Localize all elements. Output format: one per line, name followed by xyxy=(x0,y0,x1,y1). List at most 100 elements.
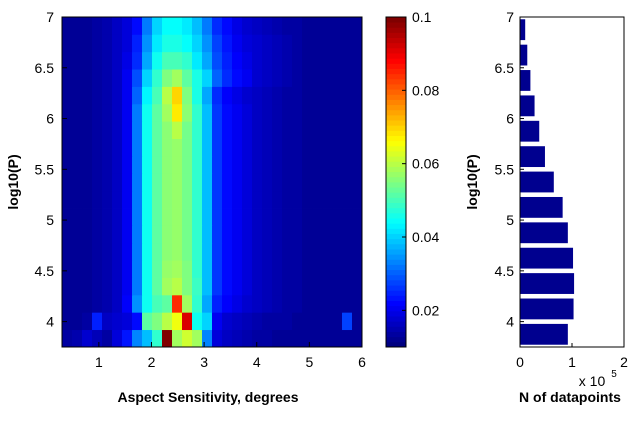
heatmap-cell xyxy=(282,138,293,157)
heatmap-cell xyxy=(192,260,203,278)
heatmap-cell xyxy=(262,190,273,209)
heatmap-cell xyxy=(222,103,233,122)
heatmap-cell xyxy=(102,260,113,278)
heatmap-cell xyxy=(62,208,73,226)
heatmap-cell xyxy=(212,86,223,105)
heatmap-cell xyxy=(72,277,83,296)
heatmap-cell xyxy=(92,69,103,87)
heatmap-cell xyxy=(92,173,103,192)
heatmap-cell xyxy=(312,173,323,192)
heatmap-cell xyxy=(332,138,343,157)
colorbar-step xyxy=(386,151,406,157)
heatmap-cell xyxy=(282,208,293,226)
heatmap-cell xyxy=(302,173,313,192)
heatmap-cell xyxy=(182,155,193,174)
heatmap-cell xyxy=(322,208,333,226)
heatmap-cell xyxy=(282,173,293,192)
heatmap-cell xyxy=(82,17,93,35)
heatmap-cell xyxy=(242,173,253,192)
heatmap-cell xyxy=(122,242,133,261)
heatmap-cell xyxy=(322,190,333,209)
heatmap-cell xyxy=(332,260,343,278)
heatmap-cell xyxy=(302,294,313,313)
heatmap-cell xyxy=(82,225,93,244)
heatmap-cell xyxy=(192,312,203,331)
heatmap-cell xyxy=(312,277,323,296)
heatmap-y-ticks: 4 4.5 5 5.5 6 6.5 7 xyxy=(35,9,67,330)
heatmap-cell xyxy=(222,173,233,192)
colorbar-step xyxy=(386,331,406,338)
heatmap-cell xyxy=(192,294,203,313)
heatmap-cell xyxy=(102,294,113,313)
colorbar-step xyxy=(386,300,406,307)
heatmap-cell xyxy=(82,260,93,278)
heatmap-cell xyxy=(182,294,193,313)
heatmap-cell xyxy=(352,138,363,157)
heatmap-cell xyxy=(192,155,203,174)
heatmap-cell xyxy=(72,242,83,261)
heatmap-cell xyxy=(292,329,303,348)
heatmap-cell xyxy=(302,86,313,105)
colorbar-step xyxy=(386,27,406,33)
heatmap-y-tick-label: 6 xyxy=(46,111,54,127)
heatmap-cell xyxy=(232,225,243,244)
heatmap-cell xyxy=(352,312,363,331)
heatmap-cell xyxy=(172,260,183,278)
heatmap-cell xyxy=(252,17,263,35)
heatmap-cell xyxy=(232,208,243,226)
heatmap-cell xyxy=(202,312,213,331)
heatmap-cell xyxy=(312,225,323,244)
heatmap-cell xyxy=(292,138,303,157)
heatmap-cell xyxy=(72,51,83,70)
heatmap-cell xyxy=(192,242,203,261)
heatmap-cell xyxy=(162,69,173,87)
heatmap-cell xyxy=(302,225,313,244)
heatmap-cell xyxy=(132,69,143,87)
heatmap-cell xyxy=(92,121,103,139)
heatmap-cell xyxy=(312,190,323,209)
colorbar-step xyxy=(386,264,406,271)
heatmap-cell xyxy=(222,329,233,348)
colorbar-ticks: 0.02 0.04 0.06 0.08 0.1 xyxy=(402,9,439,318)
heatmap-cell xyxy=(262,86,273,105)
heatmap-cell xyxy=(72,121,83,139)
colorbar-gradient xyxy=(386,17,406,348)
heatmap-x-tick-label: 2 xyxy=(148,354,156,370)
bar xyxy=(520,222,568,244)
heatmap-cell xyxy=(162,208,173,226)
heatmap-cell xyxy=(92,208,103,226)
heatmap-cell xyxy=(342,329,353,348)
colorbar-step xyxy=(386,295,406,301)
heatmap-cell xyxy=(272,121,283,139)
heatmap-cell xyxy=(202,173,213,192)
heatmap-cell xyxy=(352,17,363,35)
heatmap-cell xyxy=(72,312,83,331)
heatmap-cell xyxy=(232,51,243,70)
heatmap-cell xyxy=(152,190,163,209)
heatmap-cell xyxy=(172,34,183,53)
heatmap-cell xyxy=(132,329,143,348)
heatmap-cell xyxy=(342,173,353,192)
heatmap-cell xyxy=(332,190,343,209)
heatmap-cell xyxy=(172,190,183,209)
heatmap-cell xyxy=(312,138,323,157)
heatmap-cell xyxy=(322,294,333,313)
heatmap-cell xyxy=(342,260,353,278)
heatmap-cell xyxy=(72,155,83,174)
colorbar-frame xyxy=(385,16,407,348)
colorbar-step xyxy=(386,171,406,178)
bar xyxy=(520,120,540,142)
heatmap-cell xyxy=(112,138,123,157)
heatmap-cell xyxy=(202,225,213,244)
heatmap-cell xyxy=(292,312,303,331)
colorbar-step xyxy=(386,182,406,188)
heatmap-cell xyxy=(182,277,193,296)
heatmap-cell xyxy=(102,103,113,122)
heatmap-cell xyxy=(62,17,73,35)
heatmap-cell xyxy=(102,34,113,53)
heatmap-cell xyxy=(112,69,123,87)
heatmap-cell xyxy=(122,312,133,331)
heatmap-cell xyxy=(262,138,273,157)
heatmap-cell xyxy=(162,242,173,261)
heatmap-cell xyxy=(102,69,113,87)
